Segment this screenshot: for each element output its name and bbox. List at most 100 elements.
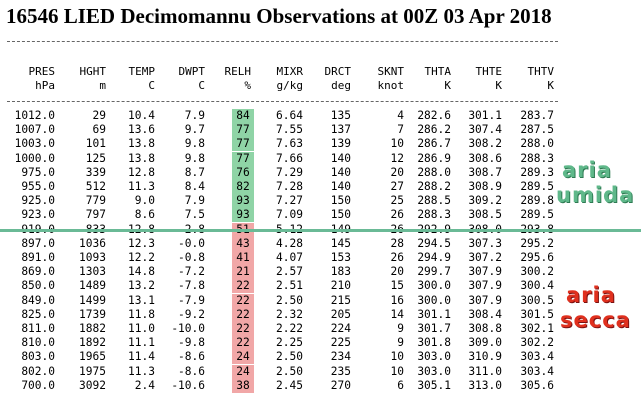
cell-drct: 270 [330,378,351,392]
cell-thtv: 302.1 [520,322,554,335]
column-header-unit-pres: hPa [35,79,55,92]
cell-dwpt: 9.7 [184,123,205,137]
cell-thta: 300.0 [417,293,451,307]
cell-thtv: 289.5 [520,180,554,193]
cell-hght: 512 [85,180,106,193]
cell-relh: 93 [232,194,254,209]
cell-thtv: 295.2 [520,236,554,250]
cell-thtv: 295.6 [520,251,554,264]
cell-thta: 303.0 [417,350,451,364]
cell-dwpt: 7.9 [184,109,205,122]
cell-thte: 308.5 [468,208,502,222]
cell-mixr: 7.66 [276,151,303,165]
cell-drct: 205 [330,307,351,321]
cell-mixr: 4.28 [276,236,303,250]
cell-dwpt: -0.0 [178,236,205,250]
column-header-name-drct: DRCT [324,65,352,78]
cell-temp: 11.0 [128,322,155,335]
cell-sknt: 10 [390,350,404,364]
cell-dwpt: 8.7 [184,165,205,179]
cell-pres: 897.0 [21,236,55,250]
column-header-unit-sknt: knot [377,79,405,92]
cell-temp: 11.4 [128,350,155,364]
cell-hght: 1892 [79,336,106,350]
cell-dwpt: 7.9 [184,194,205,208]
cell-thta: 288.2 [417,180,451,193]
cell-thte: 307.3 [468,236,502,250]
cell-temp: 13.2 [128,279,155,293]
cell-dwpt: -10.0 [171,322,205,335]
cell-thte: 311.0 [468,364,502,378]
column-header-unit-thte: K [495,79,502,92]
humid-air-label-line2: umida [556,183,635,207]
column-header-name-thtv: THTV [527,65,555,78]
cell-thta: 300.0 [417,279,451,293]
cell-thte: 308.6 [468,151,502,165]
cell-thtv: 283.7 [520,109,554,122]
cell-thtv: 300.2 [520,265,554,279]
cell-sknt: 6 [397,378,404,392]
cell-thtv: 303.4 [520,350,554,364]
cell-thta: 301.7 [417,322,451,335]
cell-sknt: 9 [397,322,404,335]
cell-dwpt: -9.2 [178,307,205,321]
cell-thte: 308.9 [468,180,502,193]
cell-temp: 11.3 [128,364,155,378]
cell-relh: 41 [232,251,254,265]
cell-thta: 288.5 [417,194,451,208]
cell-thte: 310.9 [468,350,502,364]
cell-hght: 125 [85,151,106,165]
cell-drct: 225 [330,336,351,350]
cell-thte: 313.0 [468,378,502,392]
cell-thtv: 303.4 [520,364,554,378]
cell-pres: 811.0 [21,322,55,335]
cell-pres: 810.0 [21,336,55,350]
cell-pres: 1012.0 [14,109,55,122]
cell-sknt: 14 [390,307,404,321]
cell-relh: 21 [232,265,254,280]
cell-sknt: 28 [390,236,404,250]
cell-pres: 1000.0 [14,151,55,165]
cell-thtv: 300.5 [520,293,554,307]
cell-temp: 12.2 [128,251,155,264]
cell-mixr: 6.64 [276,109,303,122]
cell-thte: 307.9 [468,293,502,307]
column-header-unit-mixr: g/kg [276,79,304,92]
humid-air-label-line1: aria [562,158,612,182]
cell-thte: 301.1 [468,109,502,122]
column-header-name-thte: THTE [475,65,503,78]
cell-hght: 101 [85,137,106,151]
column-header-name-dwpt: DWPT [178,65,206,78]
cell-drct: 140 [330,165,351,179]
cell-sknt: 7 [397,123,404,137]
cell-relh: 77 [232,151,254,166]
cell-dwpt: -0.8 [178,251,205,264]
cell-thte: 307.9 [468,279,502,293]
dry-air-label-line1: aria [566,283,616,307]
cell-mixr: 2.51 [276,279,303,293]
cell-temp: 11.3 [128,180,155,193]
cell-mixr: 7.29 [276,165,303,179]
cell-sknt: 26 [390,251,404,264]
column-header-name-relh: RELH [224,65,252,78]
cell-hght: 1882 [79,322,106,335]
cell-hght: 797 [85,208,106,222]
cell-dwpt: 8.4 [184,180,205,193]
column-header-name-sknt: SKNT [377,65,405,78]
cell-thta: 299.7 [417,265,451,279]
cell-relh: 22 [232,322,254,336]
cell-pres: 802.0 [21,364,55,378]
cell-temp: 11.8 [128,307,155,321]
cell-pres: 891.0 [21,251,55,264]
cell-sknt: 25 [390,194,404,208]
cell-mixr: 2.45 [276,378,303,392]
cell-hght: 69 [92,123,106,137]
cell-temp: 9.0 [134,194,155,208]
cell-mixr: 4.07 [276,251,303,264]
cell-mixr: 7.55 [276,123,303,137]
cell-pres: 975.0 [21,165,55,179]
cell-hght: 1489 [79,279,106,293]
column-header-unit-dwpt: C [198,79,205,92]
cell-dwpt: -7.8 [178,279,205,293]
cell-hght: 1965 [79,350,106,364]
